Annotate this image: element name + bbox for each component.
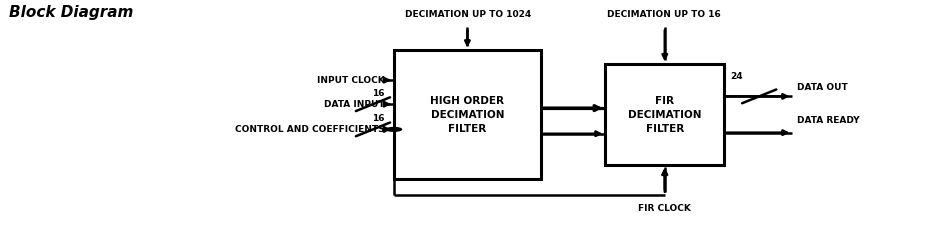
Text: HIGH ORDER
DECIMATION
FILTER: HIGH ORDER DECIMATION FILTER [431,95,504,134]
Text: 16: 16 [372,89,384,98]
Text: DATA INPUT: DATA INPUT [324,100,384,109]
Text: DATA OUT: DATA OUT [797,82,847,92]
Text: INPUT CLOCK: INPUT CLOCK [317,76,384,85]
Text: FIR CLOCK: FIR CLOCK [638,204,691,213]
Bar [394,50,541,179]
Text: DECIMATION UP TO 1024: DECIMATION UP TO 1024 [404,10,531,19]
Text: CONTROL AND COEFFICIENTS: CONTROL AND COEFFICIENTS [234,125,384,134]
Text: 16: 16 [372,114,384,123]
Text: DECIMATION UP TO 16: DECIMATION UP TO 16 [607,10,721,19]
Text: 24: 24 [731,72,743,81]
Text: FIR
DECIMATION
FILTER: FIR DECIMATION FILTER [628,95,701,134]
Bar [605,64,724,165]
Text: Block Diagram: Block Diagram [9,5,134,20]
Text: DATA READY: DATA READY [797,116,860,125]
Circle shape [386,128,401,131]
